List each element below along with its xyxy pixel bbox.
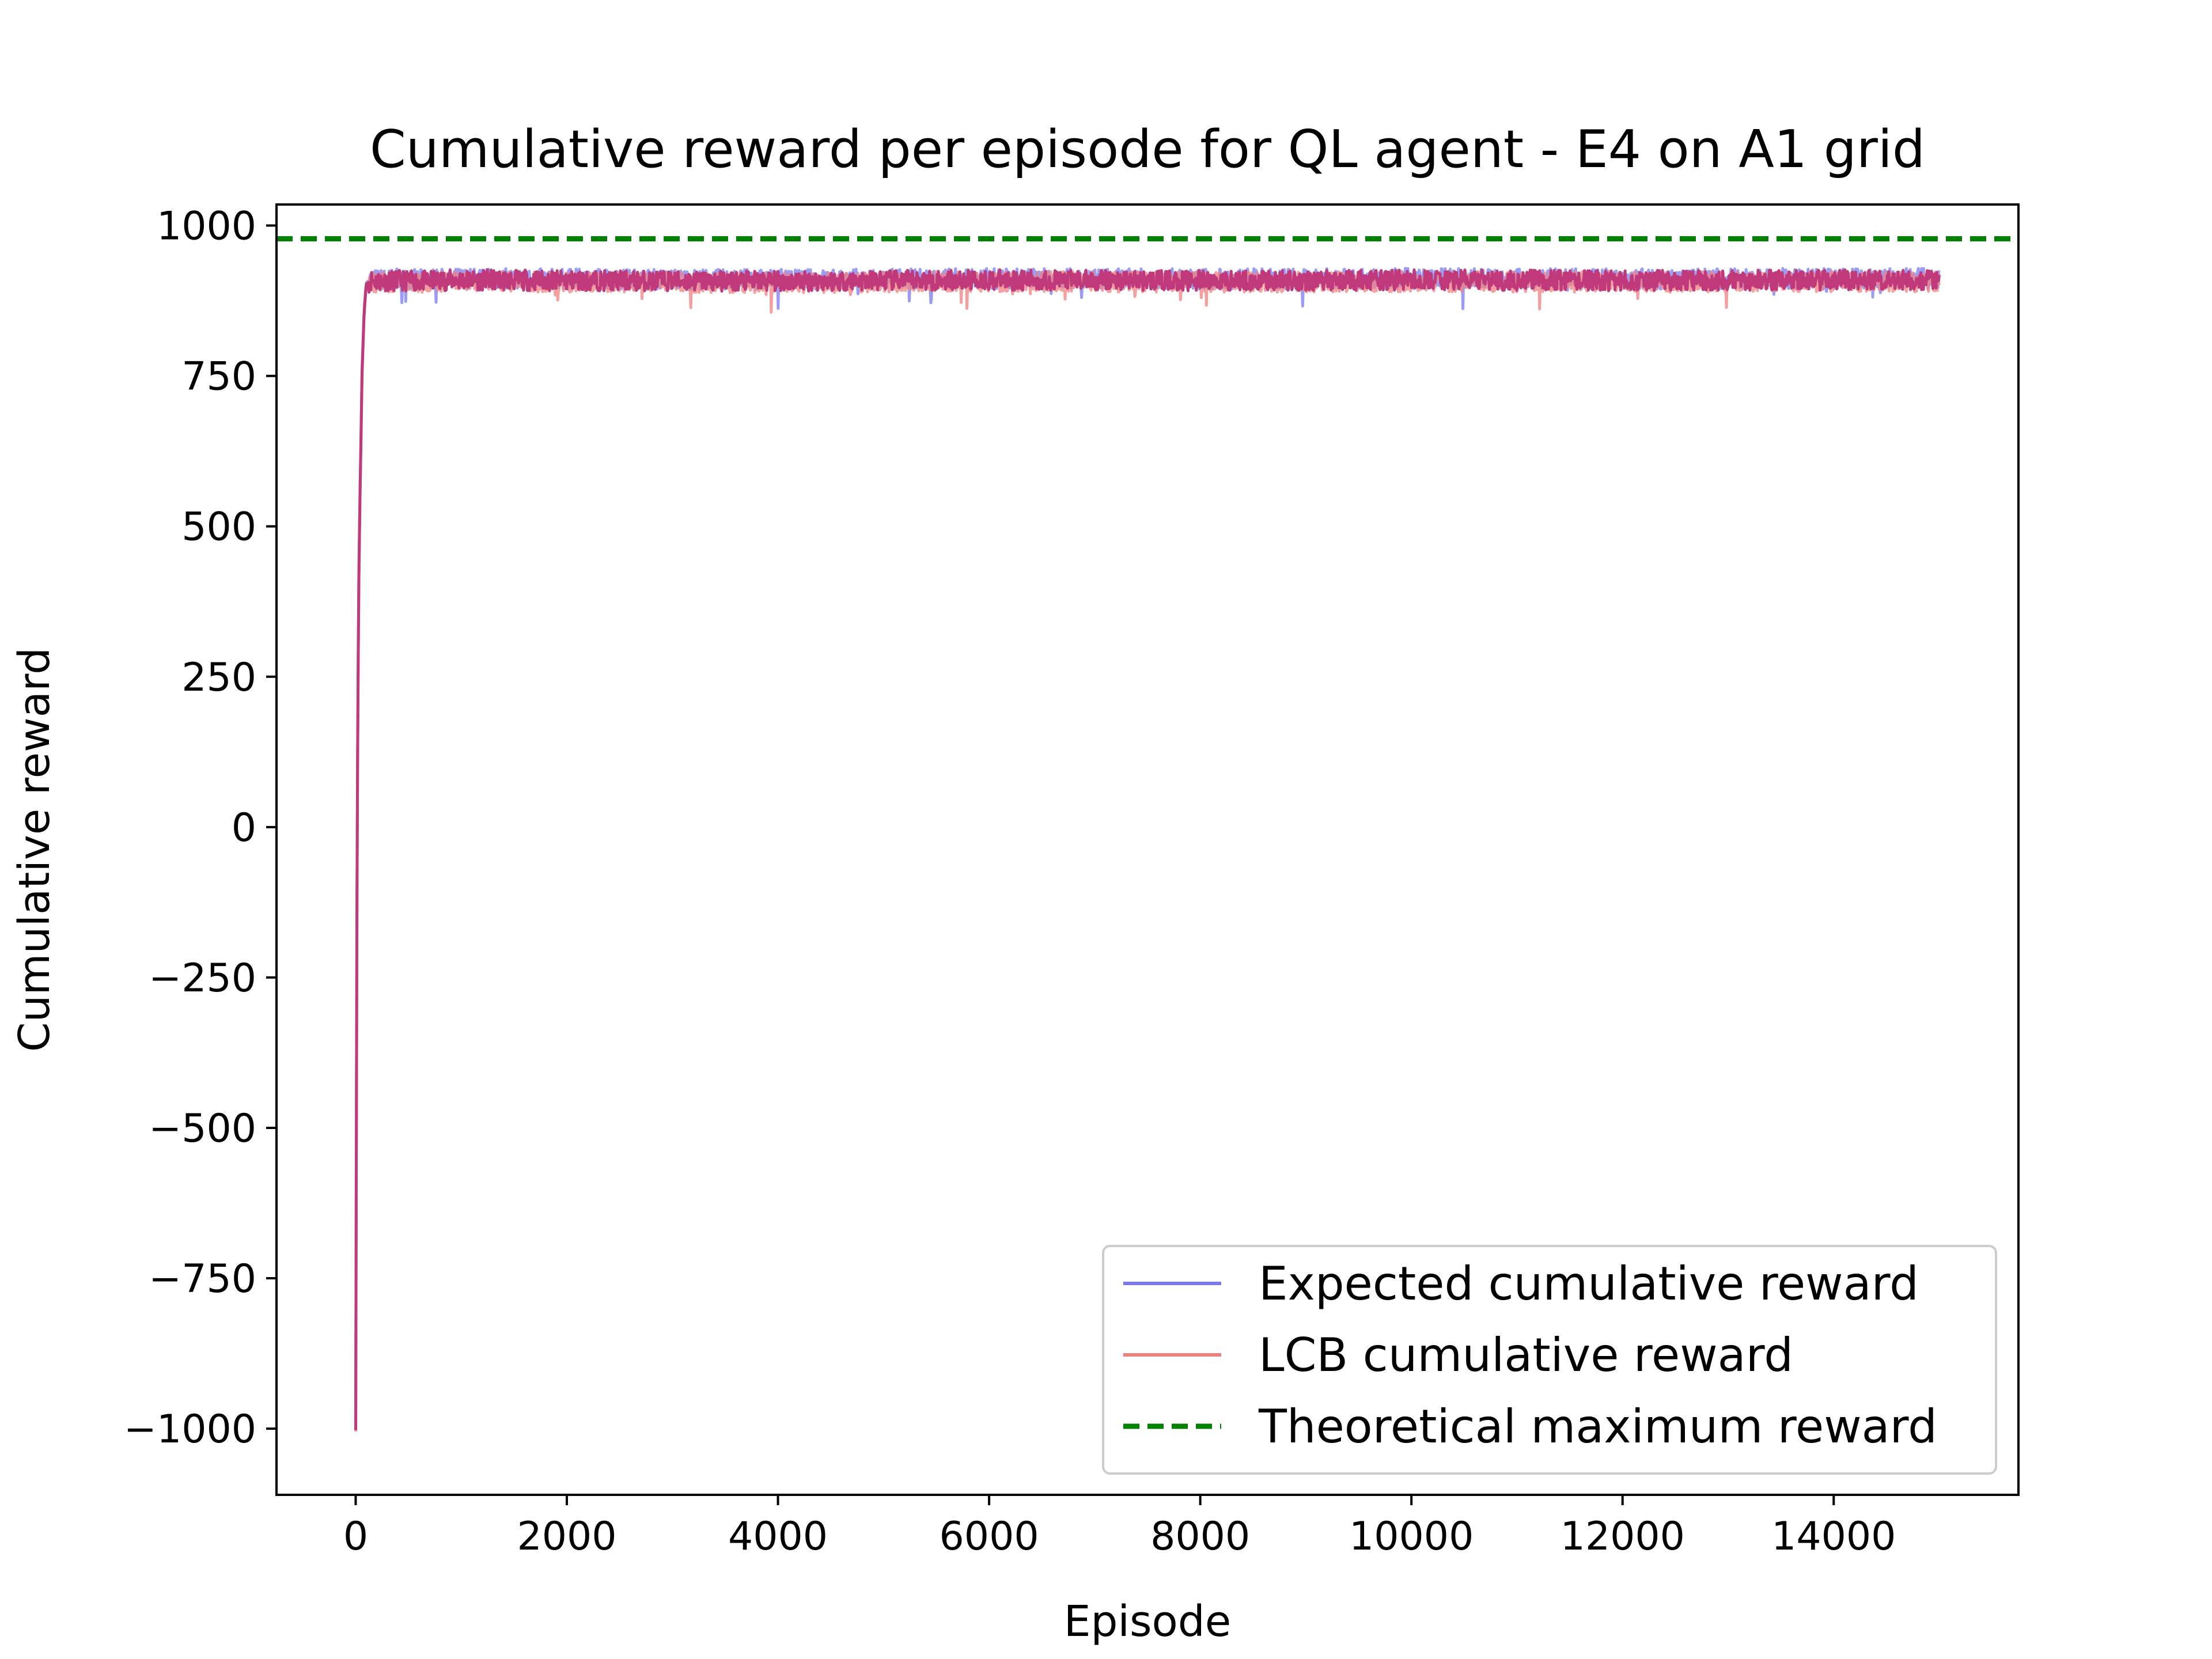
y-tick-label: −500 [149, 1106, 256, 1152]
x-tick-label: 12000 [1560, 1514, 1685, 1559]
y-tick-label: 500 [181, 505, 256, 550]
y-tick-label: −250 [149, 956, 256, 1001]
y-tick-label: −1000 [124, 1407, 256, 1452]
x-tick-label: 6000 [940, 1514, 1039, 1559]
legend-label-expected: Expected cumulative reward [1259, 1257, 1919, 1310]
x-tick-label: 4000 [728, 1514, 828, 1559]
series-lines [276, 236, 2018, 1432]
y-axis: 1000 750 500 250 0 −250 −500 −750 −1000 [124, 204, 276, 1452]
chart-title: Cumulative reward per episode for QL age… [370, 119, 1925, 180]
x-tick-label: 2000 [517, 1514, 616, 1559]
y-tick-label: −750 [149, 1256, 256, 1302]
x-tick-label: 0 [343, 1514, 368, 1559]
series-line-overlap [354, 268, 1941, 1430]
y-tick-label: 0 [232, 805, 256, 851]
y-tick-label: 1000 [157, 204, 256, 249]
legend-box [1102, 1245, 1997, 1475]
legend-label-theoretical-max: Theoretical maximum reward [1258, 1400, 1937, 1453]
x-axis: 0 2000 4000 6000 8000 10000 12000 14000 [343, 1495, 1896, 1559]
y-tick-label: 750 [181, 354, 256, 400]
legend: Expected cumulative reward LCB cumulativ… [1102, 1245, 1997, 1475]
x-tick-label: 8000 [1150, 1514, 1250, 1559]
plot-frame [275, 203, 2020, 1496]
y-tick-label: 250 [181, 655, 256, 700]
x-axis-label: Episode [1064, 1597, 1232, 1646]
x-tick-label: 10000 [1349, 1514, 1474, 1559]
y-axis-label: Cumulative reward [10, 647, 59, 1052]
x-tick-label: 14000 [1771, 1514, 1896, 1559]
legend-label-lcb: LCB cumulative reward [1259, 1328, 1793, 1382]
